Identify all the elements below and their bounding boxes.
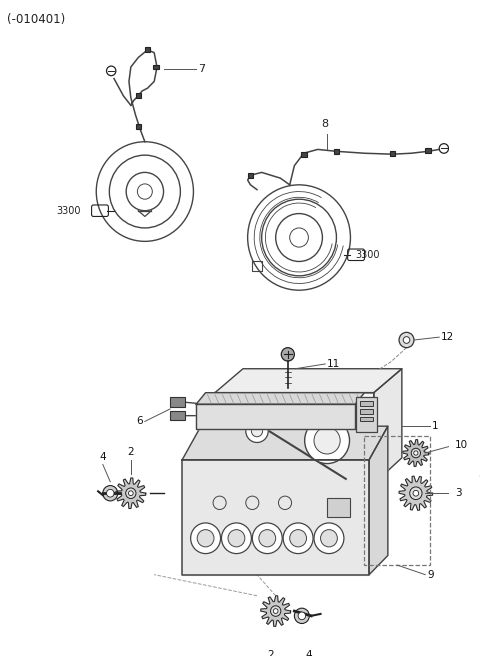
Circle shape bbox=[273, 609, 278, 613]
Polygon shape bbox=[403, 440, 429, 466]
Circle shape bbox=[414, 451, 418, 455]
Circle shape bbox=[290, 529, 307, 547]
Text: 1: 1 bbox=[432, 421, 438, 431]
Text: 2: 2 bbox=[268, 650, 275, 656]
Bar bbox=[334, 149, 339, 154]
Text: 6: 6 bbox=[136, 417, 143, 426]
Bar bbox=[145, 47, 150, 52]
Text: 3300: 3300 bbox=[355, 250, 380, 260]
Circle shape bbox=[107, 66, 116, 75]
Polygon shape bbox=[196, 393, 364, 404]
Circle shape bbox=[126, 488, 136, 499]
Text: 2: 2 bbox=[128, 447, 134, 457]
Polygon shape bbox=[196, 404, 355, 429]
Polygon shape bbox=[116, 478, 146, 508]
Circle shape bbox=[294, 608, 309, 623]
Bar bbox=[170, 411, 185, 420]
Polygon shape bbox=[374, 369, 402, 483]
Text: 9: 9 bbox=[427, 569, 434, 580]
Circle shape bbox=[197, 529, 214, 547]
Circle shape bbox=[305, 418, 349, 464]
Bar bbox=[248, 173, 253, 178]
Circle shape bbox=[252, 523, 282, 554]
Polygon shape bbox=[182, 460, 369, 575]
Bar bbox=[153, 65, 159, 70]
Text: 11: 11 bbox=[327, 359, 340, 369]
Circle shape bbox=[252, 425, 263, 437]
Bar bbox=[360, 417, 373, 421]
Circle shape bbox=[213, 496, 226, 510]
Polygon shape bbox=[215, 369, 402, 393]
Text: 5: 5 bbox=[479, 469, 480, 479]
Bar bbox=[327, 498, 350, 517]
Circle shape bbox=[281, 348, 294, 361]
Text: 3300: 3300 bbox=[56, 206, 81, 216]
Bar bbox=[135, 124, 141, 129]
Polygon shape bbox=[182, 426, 388, 460]
Circle shape bbox=[403, 337, 410, 343]
Circle shape bbox=[413, 491, 419, 496]
Bar bbox=[170, 398, 185, 407]
Polygon shape bbox=[261, 596, 290, 626]
Circle shape bbox=[129, 491, 133, 496]
Circle shape bbox=[314, 523, 344, 554]
Text: 3: 3 bbox=[455, 488, 462, 499]
Circle shape bbox=[399, 333, 414, 348]
Text: 12: 12 bbox=[441, 332, 455, 342]
Bar bbox=[360, 409, 373, 414]
Circle shape bbox=[246, 419, 268, 443]
Text: 4: 4 bbox=[99, 451, 106, 462]
Polygon shape bbox=[369, 426, 388, 575]
Circle shape bbox=[410, 487, 422, 500]
Circle shape bbox=[278, 496, 291, 510]
Bar bbox=[364, 436, 430, 565]
Circle shape bbox=[107, 489, 114, 497]
Circle shape bbox=[191, 523, 220, 554]
Circle shape bbox=[228, 529, 245, 547]
Polygon shape bbox=[215, 393, 374, 483]
Circle shape bbox=[283, 523, 313, 554]
Bar bbox=[135, 93, 141, 98]
Text: 10: 10 bbox=[455, 440, 468, 451]
Text: (-010401): (-010401) bbox=[8, 13, 66, 26]
Circle shape bbox=[259, 529, 276, 547]
Text: 8: 8 bbox=[322, 119, 329, 129]
Bar bbox=[360, 401, 373, 406]
Circle shape bbox=[439, 144, 449, 154]
Circle shape bbox=[221, 523, 252, 554]
Text: 7: 7 bbox=[198, 64, 205, 74]
Circle shape bbox=[246, 496, 259, 510]
Polygon shape bbox=[399, 476, 432, 510]
Circle shape bbox=[321, 529, 337, 547]
Bar bbox=[356, 398, 377, 432]
Circle shape bbox=[411, 448, 420, 458]
Bar bbox=[390, 151, 396, 155]
Circle shape bbox=[271, 605, 281, 617]
Circle shape bbox=[298, 612, 306, 620]
Circle shape bbox=[314, 427, 340, 454]
Bar bbox=[301, 152, 307, 157]
Text: 4: 4 bbox=[305, 650, 312, 656]
Bar bbox=[425, 148, 431, 153]
Circle shape bbox=[103, 485, 118, 501]
